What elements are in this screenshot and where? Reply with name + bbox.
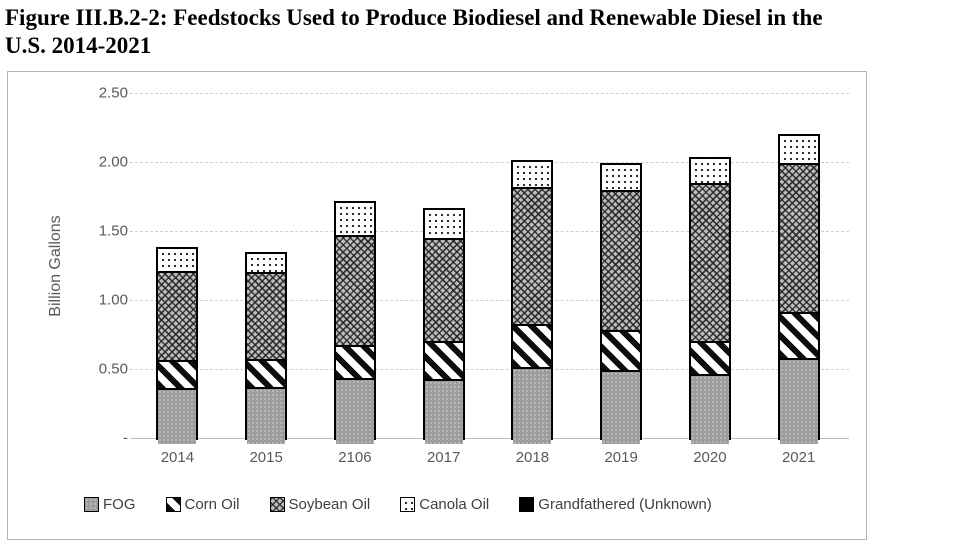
legend-label-corn: Corn Oil xyxy=(184,496,240,513)
stacked-bar-2020 xyxy=(688,157,731,444)
bar-segment-corn-2019 xyxy=(602,329,641,371)
x-tick-label-2018: 2018 xyxy=(515,449,550,466)
bar-segment-canola-2019 xyxy=(602,164,641,190)
bar-segment-canola-2106 xyxy=(335,203,374,236)
bar-segment-soy-2014 xyxy=(158,271,197,360)
bar-segment-canola-2014 xyxy=(158,248,197,272)
legend-label-canola: Canola Oil xyxy=(419,496,490,513)
legend-item-canola: Canola Oil xyxy=(400,496,489,513)
chart-area: Billion Gallons 2.50 2.00 1.50 1.00 0.50 - 20… xyxy=(7,71,867,540)
bar-segment-corn-2017 xyxy=(424,340,463,379)
gridline xyxy=(130,162,849,163)
bar-segment-canola-2017 xyxy=(424,210,463,238)
x-tick-label-2017: 2017 xyxy=(426,449,461,466)
x-tick-label-2020: 2020 xyxy=(693,449,727,466)
x-axis-baseline xyxy=(130,438,849,439)
bar-segment-corn-2021 xyxy=(779,311,818,358)
gridline xyxy=(130,369,849,370)
bar-segment-canola-2018 xyxy=(513,162,552,187)
bar-segment-fog-2106 xyxy=(335,378,374,444)
legend-label-grand: Grandfathered (Unknown) xyxy=(538,496,712,513)
bar-segment-corn-2014 xyxy=(158,359,197,389)
legend-label-soy: Soybean Oil xyxy=(288,496,371,513)
stacked-bar-2106 xyxy=(333,201,376,444)
bar-segment-fog-2020 xyxy=(690,374,729,444)
bar-segment-fog-2019 xyxy=(602,370,641,444)
x-tick-label-2014: 2014 xyxy=(160,449,195,466)
stacked-bar-2014 xyxy=(156,246,199,444)
x-tick-label-2106: 2106 xyxy=(338,449,372,466)
gridline xyxy=(130,93,849,94)
y-tick-label: 0.50 xyxy=(98,360,128,378)
legend-item-grand: Grandfathered (Unknown) xyxy=(519,496,712,513)
legend-swatch-corn-icon xyxy=(165,497,181,512)
bar-segment-soy-2015 xyxy=(247,272,286,359)
bar-segment-soy-2021 xyxy=(779,163,818,312)
x-tick-label-2015: 2015 xyxy=(249,449,283,466)
bar-segment-fog-2015 xyxy=(247,386,286,444)
figure-title-line1: Figure III.B.2-2: Feedstocks Used to Pro… xyxy=(5,5,823,30)
bar-segment-fog-2021 xyxy=(779,357,818,444)
bar-segment-canola-2021 xyxy=(779,135,818,164)
bar-segment-soy-2019 xyxy=(602,189,641,330)
bar-segment-canola-2015 xyxy=(247,254,286,273)
legend-label-fog: FOG xyxy=(103,496,136,513)
bar-segment-fog-2017 xyxy=(424,378,463,444)
stacked-bar-2018 xyxy=(511,160,554,444)
legend-item-corn: Corn Oil xyxy=(165,496,240,513)
bar-segment-corn-2015 xyxy=(247,358,286,387)
legend-swatch-fog-icon xyxy=(84,497,99,512)
y-tick-label: - xyxy=(123,429,128,447)
bar-segment-corn-2018 xyxy=(513,324,552,368)
stacked-bar-2015 xyxy=(245,252,288,444)
gridline xyxy=(130,231,849,232)
figure-title-line2: U.S. 2014-2021 xyxy=(5,33,152,59)
legend-swatch-grand-icon xyxy=(519,497,535,512)
x-tick-label-2021: 2021 xyxy=(781,449,816,466)
legend-item-soy: Soybean Oil xyxy=(269,496,371,513)
bar-segment-corn-2020 xyxy=(690,340,729,375)
bar-segment-soy-2018 xyxy=(513,186,552,325)
legend: FOG Corn Oil Soybean Oil Canola Oil Grandfat… xyxy=(84,496,712,513)
bar-segment-fog-2014 xyxy=(158,388,197,444)
legend-item-fog: FOG xyxy=(84,496,136,513)
stacked-bar-2019 xyxy=(600,162,643,444)
bar-segment-soy-2106 xyxy=(335,235,374,345)
y-tick-label: 1.00 xyxy=(98,291,128,309)
bar-segment-soy-2017 xyxy=(424,237,463,341)
bar-segment-soy-2020 xyxy=(690,182,729,341)
figure-title: Figure III.B.2-2: Feedstocks Used to Pro… xyxy=(5,4,977,60)
legend-swatch-canola-icon xyxy=(400,497,416,512)
y-axis-title: Billion Gallons xyxy=(47,215,64,317)
legend-swatch-soy-icon xyxy=(269,497,285,512)
y-tick-label: 2.50 xyxy=(98,84,128,102)
bar-segment-fog-2018 xyxy=(513,367,552,444)
bar-segment-corn-2106 xyxy=(335,344,374,379)
bar-segment-canola-2020 xyxy=(690,159,729,183)
y-tick-label: 2.00 xyxy=(98,153,128,171)
stacked-bar-2021 xyxy=(777,133,820,444)
stacked-bar-2017 xyxy=(422,208,465,444)
x-tick-label-2019: 2019 xyxy=(604,449,638,466)
y-tick-label: 1.50 xyxy=(98,222,128,240)
gridline xyxy=(130,300,849,301)
